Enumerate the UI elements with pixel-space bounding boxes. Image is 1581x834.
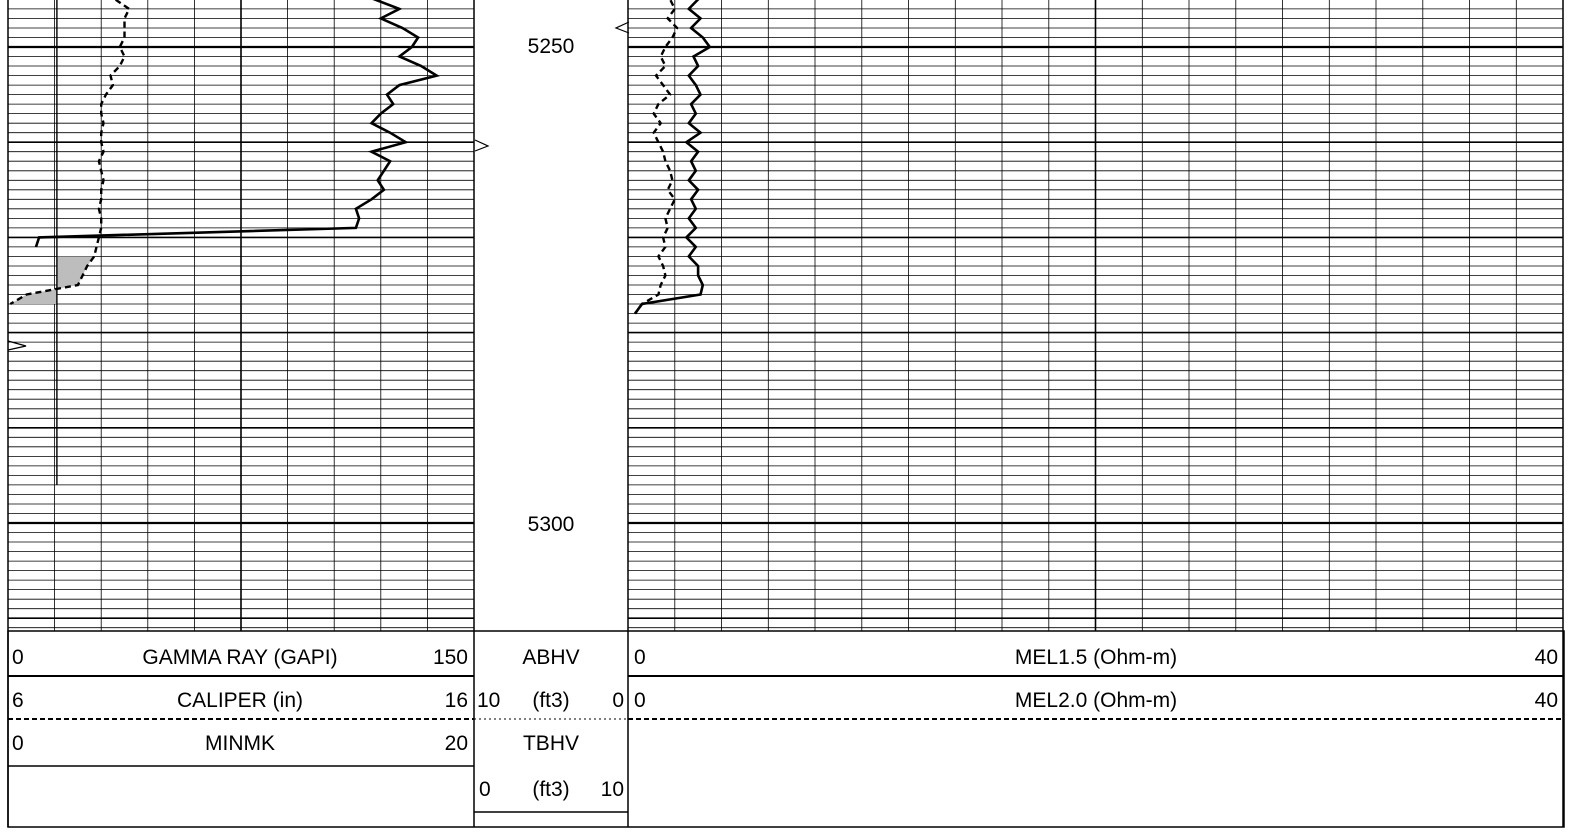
caliper-header: 6 CALIPER (in) 16	[8, 689, 474, 720]
tbhv-left: 0	[479, 778, 491, 801]
mel15-max: 40	[1535, 646, 1558, 669]
left-track-shading	[8, 256, 95, 304]
tbhv-unit: (ft3)	[532, 778, 569, 801]
mel15-min: 0	[634, 646, 646, 669]
tbhv-right: 10	[601, 778, 624, 801]
tbhv-header: TBHV 0 (ft3) 10	[474, 732, 628, 813]
abhv-left: 10	[477, 689, 500, 712]
minmk-max: 20	[445, 732, 468, 755]
abhv-right: 0	[612, 689, 624, 712]
depth-marker-left-track-icon	[7, 340, 27, 351]
mel20-max: 40	[1535, 689, 1558, 712]
minmk-header: 0 MINMK 20	[8, 732, 474, 767]
depth-marker-left-icon	[614, 21, 630, 34]
caliper-max: 16	[445, 689, 468, 712]
gamma-ray-min: 0	[12, 646, 24, 669]
caliper-label: CALIPER (in)	[177, 689, 303, 712]
minmk-min: 0	[12, 732, 24, 755]
right-track-grid	[628, 0, 1563, 631]
depth-label-5300: 5300	[528, 513, 575, 536]
left-track-curves	[9, 0, 440, 485]
mel15-label: MEL1.5 (Ohm-m)	[1015, 646, 1177, 669]
caliper-min: 6	[12, 689, 24, 712]
caliper-shading	[8, 256, 95, 304]
right-track-curves	[633, 0, 712, 315]
gamma-ray-max: 150	[433, 646, 468, 669]
abhv-label: ABHV	[522, 646, 579, 669]
curve-mel2-0-ohm-m	[634, 0, 679, 315]
mel20-header: 0 MEL2.0 (Ohm-m) 40	[628, 689, 1563, 720]
abhv-header: ABHV 10 (ft3) 0	[474, 646, 628, 720]
gamma-ray-label: GAMMA RAY (GAPI)	[142, 646, 337, 669]
tbhv-label: TBHV	[523, 732, 579, 755]
left-track-grid	[8, 0, 474, 631]
depth-marker-right-icon	[474, 139, 490, 152]
curve-header: 0 GAMMA RAY (GAPI) 150 6 CALIPER (in) 16…	[7, 630, 1565, 828]
curve-caliper-in	[9, 0, 131, 306]
mel20-min: 0	[634, 689, 646, 712]
curve-gamma-ray-gapi	[34, 0, 440, 248]
minmk-label: MINMK	[205, 732, 275, 755]
mel20-label: MEL2.0 (Ohm-m)	[1015, 689, 1177, 712]
depth-track: 5250 5300	[7, 0, 630, 631]
depth-label-5250: 5250	[528, 35, 575, 58]
abhv-unit: (ft3)	[532, 689, 569, 712]
gamma-ray-header: 0 GAMMA RAY (GAPI) 150	[8, 646, 474, 677]
curve-mel1-5-ohm-m	[633, 0, 712, 315]
mel15-header: 0 MEL1.5 (Ohm-m) 40	[628, 646, 1563, 677]
